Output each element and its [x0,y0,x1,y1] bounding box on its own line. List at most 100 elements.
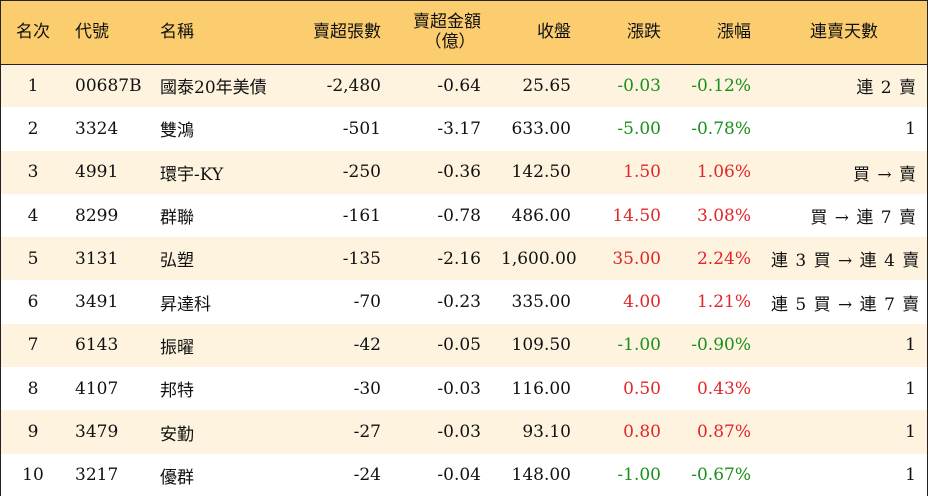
net-sell-amount-cell: -0.36 [437,162,481,183]
change-pct-cell: -0.12% [691,75,751,96]
close-cell: 142.50 [511,162,571,183]
code-cell: 6143 [75,335,119,356]
code-cell: 3491 [75,292,119,313]
name-cell: 弘塑 [160,251,194,272]
close-cell: 109.50 [511,335,571,356]
change-pct-cell: -0.90% [691,335,751,356]
code-cell: 4991 [75,162,119,183]
change-pct-cell: 2.24% [696,248,751,269]
net-sell-amount-cell: -0.23 [437,292,481,313]
header-row: 名次 代號 名稱 賣超張數 賣超金額 （億） 收盤 漲跌 漲幅 連賣天數 [1,1,927,64]
header-code: 代號 [75,22,109,43]
change-cell: -1.00 [617,465,661,486]
net-sell-lots-cell: -161 [342,205,381,226]
table-row: 2 3324 雙鴻 -501 -3.17 633.00 -5.00 -0.78% 1 [1,107,927,151]
code-cell: 3479 [75,422,119,443]
table-row: 7 6143 振曜 -42 -0.05 109.50 -1.00 -0.90% 1 [1,323,927,368]
streak-cell: 連 3 買 → 連 4 賣 [771,251,921,272]
code-cell: 8299 [75,205,119,226]
code-cell: 4107 [75,378,119,399]
net-sell-lots-cell: -27 [353,422,381,443]
net-sell-amount-cell: -0.05 [437,335,481,356]
rank-cell: 8 [27,378,39,399]
table-row: 10 3217 優群 -24 -0.04 148.00 -1.00 -0.67% 1 [1,453,927,497]
code-cell: 3324 [75,118,119,139]
change-pct-cell: 0.87% [696,422,751,443]
table-body: 1 00687B 國泰20年美債 -2,480 -0.64 25.65 -0.03 -0.12… [1,64,927,497]
rank-cell: 6 [27,292,39,313]
net-sell-lots-cell: -30 [353,378,381,399]
change-pct-cell: 1.06% [696,162,751,183]
net-sell-amount-cell: -0.03 [437,378,481,399]
net-sell-lots-cell: -501 [342,118,381,139]
table-row: 1 00687B 國泰20年美債 -2,480 -0.64 25.65 -0.03 -0.12… [1,64,927,108]
header-net-sell-amount-line1: 賣超金額 [413,12,481,33]
net-sell-amount-cell: -0.78 [437,205,481,226]
table-row: 3 4991 環宇-KY -250 -0.36 142.50 1.50 1.06% 買 → 賣 [1,150,927,194]
header-streak: 連賣天數 [810,22,878,43]
change-pct-cell: 3.08% [696,205,751,226]
net-sell-amount-cell: -0.64 [437,75,481,96]
table-row: 5 3131 弘塑 -135 -2.16 1,600.00 35.00 2.24% 連 3 買 … [1,237,927,281]
streak-cell: 1 [905,118,917,139]
net-sell-lots-cell: -135 [342,248,381,269]
streak-cell: 連 5 買 → 連 7 賣 [771,294,921,315]
table-row: 8 4107 邦特 -30 -0.03 116.00 0.50 0.43% 1 [1,367,927,411]
net-sell-lots-cell: -250 [342,162,381,183]
net-sell-lots-cell: -24 [353,465,381,486]
table-row: 6 3491 昇達科 -70 -0.23 335.00 4.00 1.21% 連 5 買 → 連… [1,280,927,324]
net-sell-lots-cell: -42 [353,335,381,356]
header-close: 收盤 [537,22,571,43]
change-cell: 4.00 [623,292,661,313]
close-cell: 116.00 [511,378,571,399]
rank-cell: 7 [27,335,39,356]
change-cell: 35.00 [612,248,661,269]
header-name: 名稱 [160,22,194,43]
change-pct-cell: -0.78% [691,118,751,139]
change-cell: 0.50 [623,378,661,399]
name-cell: 國泰20年美債 [160,78,267,99]
code-cell: 3131 [75,248,119,269]
header-net-sell-amount-line2: （億） [424,32,476,53]
rank-cell: 9 [27,422,39,443]
name-cell: 振曜 [160,337,194,358]
change-cell: -0.03 [617,75,661,96]
name-cell: 環宇-KY [160,164,224,185]
name-cell: 群聯 [160,208,194,229]
streak-cell: 1 [905,465,917,486]
net-sell-amount-cell: -2.16 [437,248,481,269]
rank-cell: 5 [27,248,39,269]
header-net-sell-amount: 賣超金額 （億） [391,1,491,64]
rank-cell: 10 [22,465,44,486]
name-cell: 安勤 [160,424,194,445]
rank-cell: 3 [27,162,39,183]
header-net-sell-lots: 賣超張數 [313,22,381,43]
streak-cell: 1 [905,335,917,356]
name-cell: 優群 [160,467,194,488]
table-row: 9 3479 安勤 -27 -0.03 93.10 0.80 0.87% 1 [1,410,927,454]
change-pct-cell: -0.67% [691,465,751,486]
rank-cell: 4 [27,205,39,226]
net-sell-lots-cell: -70 [353,292,381,313]
table-row: 4 8299 群聯 -161 -0.78 486.00 14.50 3.08% 買 → 連 7 … [1,193,927,238]
streak-cell: 買 → 連 7 賣 [810,208,917,229]
net-sell-lots-cell: -2,480 [326,75,381,96]
close-cell: 148.00 [511,465,571,486]
streak-cell: 1 [905,422,917,443]
change-cell: 14.50 [612,205,661,226]
close-cell: 1,600.00 [501,248,577,269]
change-cell: 0.80 [623,422,661,443]
code-cell: 3217 [75,465,119,486]
change-cell: -5.00 [617,118,661,139]
header-rank: 名次 [16,22,50,43]
close-cell: 93.10 [522,422,571,443]
net-sell-amount-cell: -0.03 [437,422,481,443]
header-change-pct: 漲幅 [717,22,751,43]
net-sell-amount-cell: -3.17 [437,118,481,139]
code-cell: 00687B [75,75,142,96]
header-change: 漲跌 [627,22,661,43]
close-cell: 25.65 [522,75,571,96]
streak-cell: 買 → 賣 [852,164,917,185]
name-cell: 雙鴻 [160,121,194,142]
